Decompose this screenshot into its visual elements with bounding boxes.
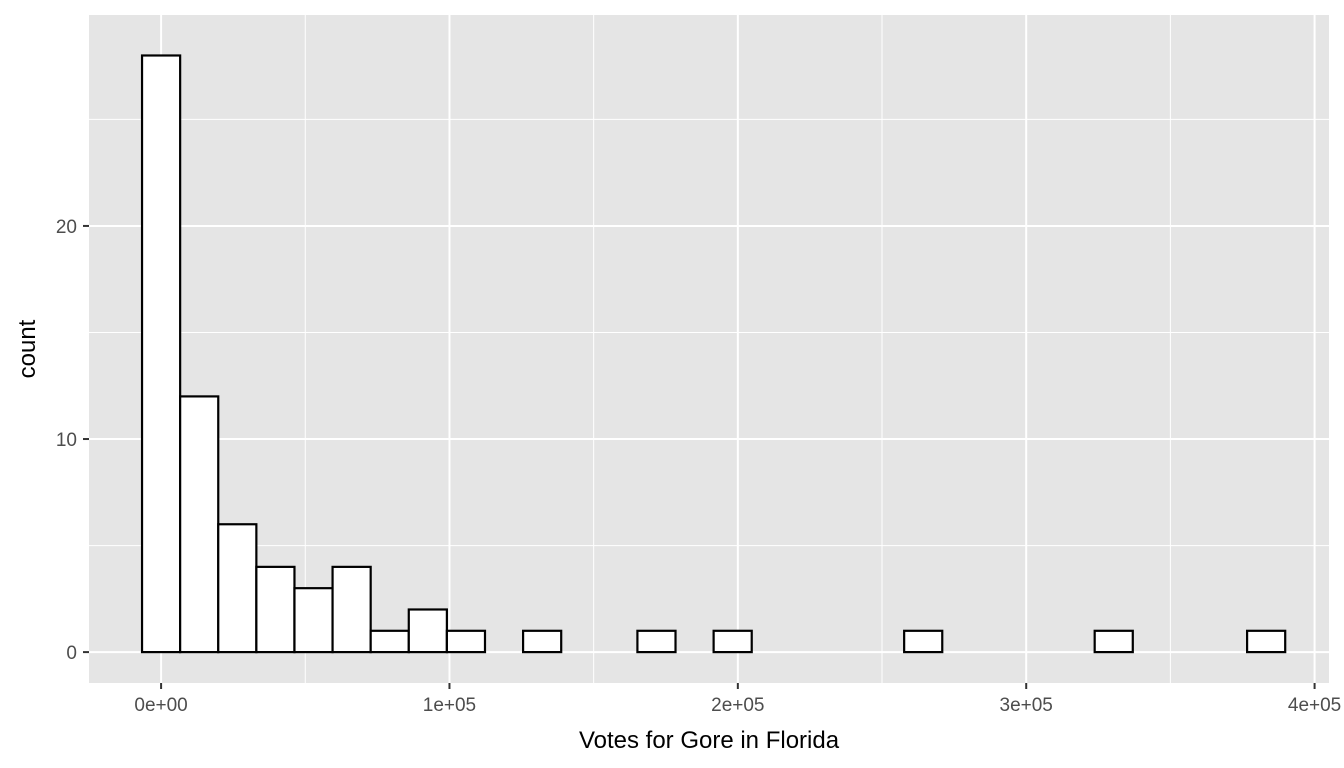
histogram-bar	[1245, 629, 1287, 654]
x-axis: 0e+00 1e+05 2e+05 3e+05 4e+05	[134, 683, 1341, 716]
histogram-bar	[521, 629, 563, 654]
x-tick-label: 3e+05	[1000, 695, 1053, 716]
plot-panel	[89, 15, 1329, 683]
y-axis: 0 10 20	[56, 217, 89, 664]
histogram-bar	[179, 395, 220, 654]
histogram-bar	[407, 608, 448, 654]
histogram-bar	[217, 523, 258, 654]
x-tick-label: 0e+00	[134, 695, 187, 716]
histogram-bar	[636, 629, 677, 654]
histogram-bar	[255, 565, 296, 654]
histogram-bar	[712, 629, 753, 654]
histogram-bar	[369, 629, 410, 654]
histogram-bar	[445, 629, 487, 654]
x-tick-label: 2e+05	[711, 695, 764, 716]
histogram-bar	[903, 629, 944, 654]
x-tick-label: 1e+05	[423, 695, 476, 716]
x-axis-title: Votes for Gore in Florida	[579, 727, 840, 754]
y-tick-label: 0	[66, 643, 77, 664]
histogram-bar	[1093, 629, 1134, 654]
y-tick-label: 20	[56, 217, 77, 238]
x-tick-label: 4e+05	[1288, 695, 1341, 716]
y-tick-label: 10	[56, 430, 77, 451]
y-axis-title: count	[14, 319, 41, 378]
histogram-bar	[293, 587, 334, 654]
histogram-bar	[140, 54, 182, 654]
histogram-bars	[140, 54, 1287, 654]
histogram-bar	[331, 565, 372, 654]
minor-gridlines	[89, 15, 1329, 683]
